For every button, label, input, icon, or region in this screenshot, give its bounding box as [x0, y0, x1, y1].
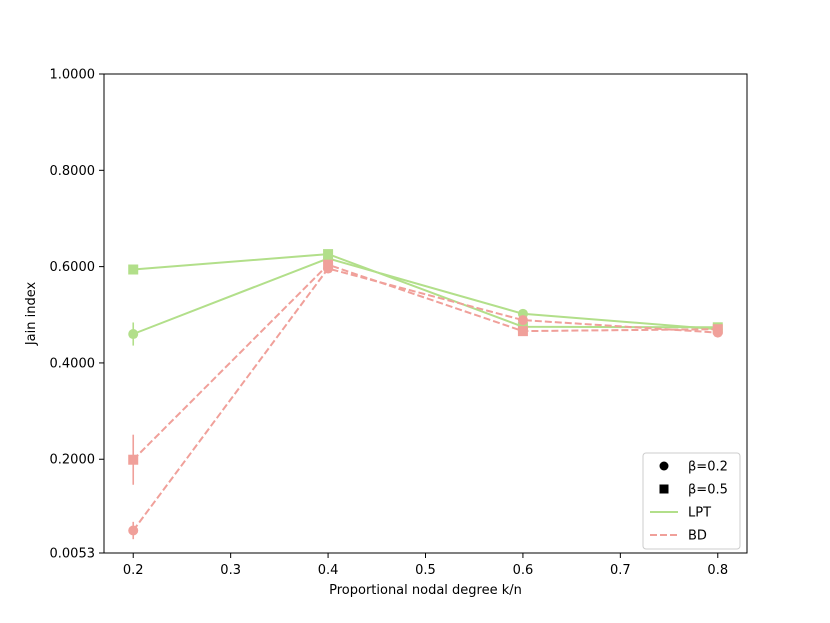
x-tick-label: 0.3 — [220, 563, 241, 578]
x-tick-label: 0.6 — [513, 563, 534, 578]
y-axis-label: Jain index — [24, 282, 39, 347]
x-axis: 0.2 0.3 0.4 0.5 0.6 0.7 0.8 — [123, 553, 728, 578]
y-tick-label: 0.2000 — [50, 453, 96, 468]
data-point — [128, 329, 139, 340]
y-tick-label: 1.0000 — [50, 68, 96, 83]
data-point — [517, 315, 528, 326]
legend-item: BD — [650, 529, 707, 544]
legend-label: β=0.5 — [688, 483, 728, 498]
data-point — [128, 454, 139, 465]
data-point — [323, 259, 334, 270]
series-line-lpt-beta-0.2 — [132, 257, 718, 335]
x-tick-label: 0.2 — [123, 563, 144, 578]
data-point — [128, 525, 139, 536]
data-point — [323, 249, 334, 260]
legend-box — [642, 452, 741, 550]
legend-label: LPT — [688, 506, 711, 521]
x-axis-label: Proportional nodal degree k/n — [329, 583, 522, 598]
legend-item: LPT — [650, 506, 711, 521]
y-tick-label: 0.0053 — [50, 547, 96, 562]
y-axis: 0.0053 0.2000 0.4000 0.6000 0.8000 1.0000 — [50, 68, 104, 562]
y-tick-label: 0.8000 — [50, 164, 96, 179]
data-point — [712, 324, 723, 335]
x-tick-label: 0.4 — [318, 563, 339, 578]
series-line-bd-beta-0.2 — [132, 267, 718, 532]
legend: β=0.2 β=0.5 LPT BD — [642, 452, 741, 550]
y-tick-label: 0.6000 — [50, 260, 96, 275]
legend-circle-marker — [659, 461, 669, 471]
series-layer — [128, 249, 723, 540]
x-tick-label: 0.8 — [707, 563, 728, 578]
x-tick-label: 0.7 — [610, 563, 631, 578]
legend-item: β=0.5 — [659, 483, 728, 498]
legend-label: BD — [688, 529, 707, 544]
series-bd-beta-0.5 — [128, 259, 723, 485]
legend-label: β=0.2 — [688, 460, 728, 475]
x-tick-label: 0.5 — [415, 563, 436, 578]
legend-item: β=0.2 — [659, 460, 728, 475]
y-tick-label: 0.4000 — [50, 356, 96, 371]
legend-square-marker — [659, 484, 669, 494]
data-point — [128, 264, 139, 275]
data-point — [517, 326, 528, 337]
